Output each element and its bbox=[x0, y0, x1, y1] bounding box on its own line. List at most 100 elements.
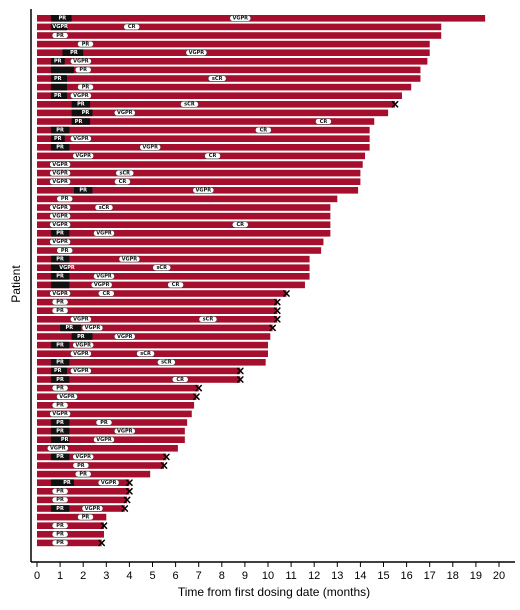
patient-row: PR CR bbox=[37, 118, 375, 125]
patient-row: VGPR sCR bbox=[37, 315, 281, 323]
response-label-text: VGPR bbox=[73, 368, 89, 374]
patient-row: VGPR bbox=[37, 393, 200, 401]
response-label: VGPR bbox=[49, 221, 71, 228]
response-pill bbox=[315, 118, 332, 125]
response-label: VGPR bbox=[114, 333, 136, 340]
response-pill bbox=[198, 316, 218, 323]
patient-row: PR PR bbox=[37, 419, 188, 426]
response-pill bbox=[70, 92, 92, 99]
response-label: PR bbox=[54, 59, 62, 65]
patient-bar bbox=[37, 453, 167, 461]
initial-response-segment bbox=[50, 75, 68, 82]
response-pill bbox=[74, 66, 92, 74]
patient-bar bbox=[37, 539, 102, 547]
response-label-text: PR bbox=[56, 377, 64, 383]
patient-bar bbox=[37, 462, 165, 469]
response-label: PR bbox=[56, 360, 64, 366]
response-pill bbox=[93, 230, 115, 237]
initial-response-segment bbox=[50, 479, 74, 486]
patient-bar bbox=[37, 255, 310, 263]
patient-row: PR VGPR bbox=[37, 58, 428, 65]
x-tick-label: 6 bbox=[173, 570, 179, 582]
response-pill bbox=[72, 152, 94, 160]
response-label-text: VGPR bbox=[52, 162, 68, 168]
patient-bar bbox=[37, 393, 197, 400]
patient-row: PR bbox=[37, 522, 108, 530]
response-pill bbox=[70, 350, 92, 357]
x-tick-label: 0 bbox=[34, 570, 40, 582]
response-pill bbox=[72, 341, 94, 349]
response-label: PR bbox=[77, 334, 85, 340]
response-label: PR bbox=[70, 50, 78, 56]
response-label: VGPR bbox=[93, 273, 115, 280]
response-pill bbox=[94, 204, 114, 211]
x-tick-label: 2 bbox=[80, 570, 86, 582]
response-label-text: PR bbox=[54, 76, 62, 82]
response-pill bbox=[49, 178, 71, 185]
patient-row: PR VGPR bbox=[37, 144, 370, 151]
response-label-text: PR bbox=[56, 145, 64, 151]
patient-bar bbox=[37, 126, 370, 134]
patient-row: PR bbox=[37, 384, 203, 392]
response-label-text: PR bbox=[56, 308, 64, 314]
response-label-text: CR bbox=[209, 153, 217, 159]
response-label-text: CR bbox=[320, 119, 328, 125]
response-label-text: sCR bbox=[184, 102, 195, 108]
response-label-text: PR bbox=[54, 136, 62, 142]
progression-marker bbox=[269, 324, 276, 332]
response-label: PR bbox=[56, 145, 64, 151]
response-pill bbox=[255, 126, 272, 134]
response-label-text: sCR bbox=[203, 317, 214, 323]
response-label: VGPR bbox=[118, 255, 141, 262]
response-label-text: PR bbox=[79, 67, 87, 73]
response-pill bbox=[180, 101, 199, 108]
response-label: PR bbox=[56, 342, 64, 348]
progression-marker bbox=[160, 462, 168, 469]
patient-row: PR VGPR bbox=[37, 367, 244, 375]
patient-bar bbox=[37, 169, 361, 177]
response-label: VGPR bbox=[139, 144, 161, 151]
response-label: CR bbox=[167, 281, 184, 289]
response-label-text: VGPR bbox=[142, 145, 158, 151]
response-label: PR bbox=[56, 420, 64, 426]
response-label: VGPR bbox=[49, 204, 71, 211]
response-pill bbox=[167, 281, 184, 289]
x-tick-label: 1 bbox=[57, 570, 63, 582]
response-label: VGPR bbox=[70, 58, 92, 65]
response-pill bbox=[72, 453, 94, 461]
response-label: VGPR bbox=[72, 152, 94, 160]
response-label: VGPR bbox=[114, 427, 136, 434]
response-label: VGPR bbox=[229, 15, 252, 22]
response-label-text: PR bbox=[54, 368, 62, 374]
patient-row: VGPR bbox=[37, 410, 192, 418]
patient-bar bbox=[37, 75, 421, 82]
response-label-text: VGPR bbox=[189, 50, 205, 56]
patient-row: PR bbox=[37, 539, 106, 547]
response-label: sCR bbox=[157, 359, 176, 366]
patient-bar bbox=[37, 410, 192, 418]
progression-marker bbox=[193, 393, 200, 401]
initial-response-segment bbox=[50, 453, 70, 461]
response-label: PR bbox=[63, 480, 71, 486]
patient-row: VGPR sCR bbox=[37, 169, 361, 177]
response-label-text: CR bbox=[260, 127, 268, 133]
response-pill bbox=[97, 479, 120, 486]
response-label: PR bbox=[72, 462, 90, 469]
patient-row: PR VGPR bbox=[37, 109, 389, 117]
patient-row: PR bbox=[37, 462, 168, 469]
response-pill bbox=[152, 264, 171, 271]
progression-marker bbox=[273, 315, 281, 323]
response-label: CR bbox=[232, 221, 249, 228]
response-label-text: VGPR bbox=[196, 188, 212, 194]
patient-row: VGPR CR bbox=[37, 221, 331, 228]
patient-bar bbox=[37, 15, 486, 22]
response-label-text: VGPR bbox=[52, 24, 68, 30]
initial-response-segment bbox=[62, 49, 84, 56]
initial-response-segment bbox=[50, 15, 72, 22]
progression-marker bbox=[273, 298, 281, 306]
response-label-text: CR bbox=[103, 291, 111, 297]
initial-response-segment bbox=[50, 135, 65, 142]
response-label: VGPR bbox=[93, 436, 115, 443]
response-label-text: VGPR bbox=[232, 16, 248, 22]
